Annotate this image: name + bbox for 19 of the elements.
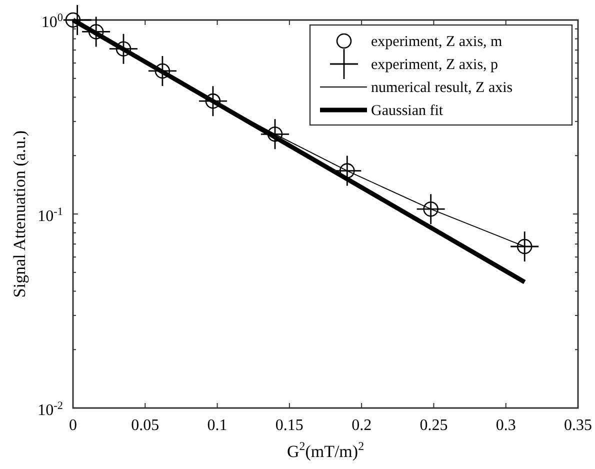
x-tick-label: 0.35 <box>564 417 592 434</box>
y-tick-label: 10$^{-1}$ <box>38 206 63 225</box>
x-tick-label: 0.2 <box>352 417 372 434</box>
y-axis-title: Signal Attenuation (a.u.) <box>10 130 29 298</box>
legend-label: experiment, Z axis, p <box>371 57 498 73</box>
x-tick-label: 0.25 <box>420 417 448 434</box>
x-tick-label: 0.15 <box>275 417 304 434</box>
legend-label: experiment, Z axis, m <box>371 34 503 50</box>
y-tick-label: 10$^{-2}$ <box>38 400 63 419</box>
x-tick-label: 0.05 <box>131 417 160 434</box>
x-tick-label: 0 <box>69 417 77 434</box>
point <box>416 194 445 224</box>
point <box>510 231 539 262</box>
x-tick-label: 0.3 <box>496 417 516 434</box>
x-axis-title: G$^{2}$(mT/m)$^{2}$ <box>286 439 364 461</box>
legend-label: Gaussian fit <box>371 103 444 119</box>
y-tick-label: 10$^{0}$ <box>41 12 64 31</box>
x-tick-label: 0.1 <box>207 417 228 434</box>
legend-label: numerical result, Z axis <box>371 80 513 96</box>
